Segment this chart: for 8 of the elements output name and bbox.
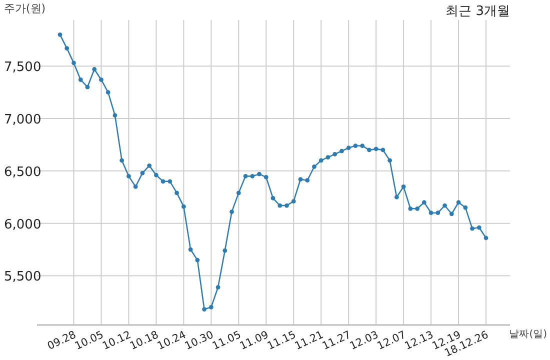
y-tick-label: 7,500 [4,60,42,76]
y-tick-label: 5,500 [4,270,42,285]
y-tick-label: 7,000 [4,112,42,128]
chart-title: 최근 3개월 [446,4,510,19]
y-tick-label: 6,000 [4,217,42,232]
y-axis-title: 주가(원) [4,2,46,15]
y-tick-label: 6,500 [4,164,42,180]
x-axis-title: 날짜(일) [509,329,548,340]
